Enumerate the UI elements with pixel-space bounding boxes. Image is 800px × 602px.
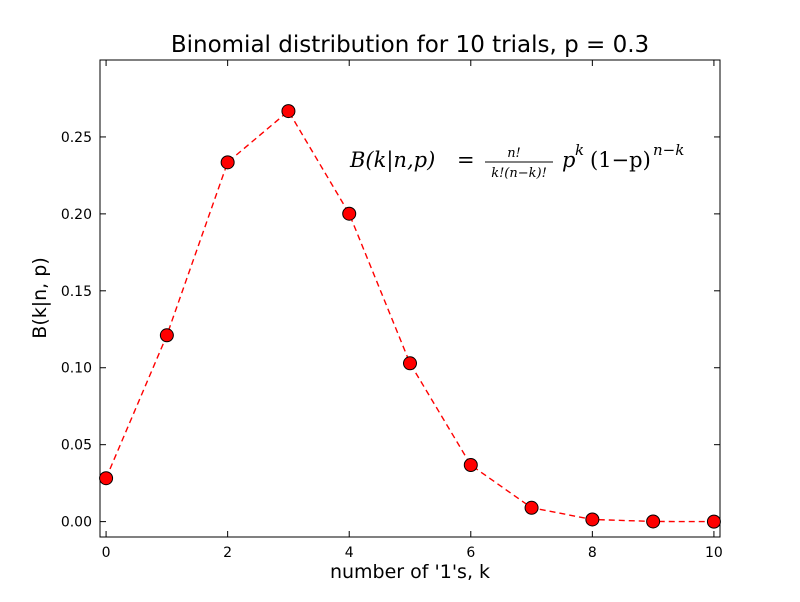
formula-denominator: k!(n−k)! (491, 166, 547, 181)
chart-title: Binomial distribution for 10 trials, p =… (171, 32, 649, 58)
y-tick-label: 0.10 (61, 361, 92, 377)
data-point (342, 206, 357, 221)
formula-numerator: n! (507, 146, 521, 161)
data-point (585, 512, 600, 527)
x-tick-label: 0 (102, 545, 111, 561)
formula-one-minus-p: (1−p) (590, 148, 651, 172)
x-tick-label: 8 (588, 545, 597, 561)
data-point (646, 514, 661, 529)
plot-area: 0 2 4 6 8 10 0.00 0.05 0.10 0.15 0.20 0.25 (61, 59, 723, 561)
y-tick-label: 0.15 (61, 284, 92, 300)
formula-lhs: B(k|n,p) (349, 148, 435, 173)
data-point (281, 104, 296, 119)
x-tick-label: 6 (466, 545, 475, 561)
formula-one-minus-p-exponent: n−k (653, 141, 684, 159)
formula-p-exponent: k (575, 141, 584, 159)
y-axis-label: B(k|n, p) (29, 257, 51, 338)
x-tick-label: 4 (345, 545, 354, 561)
data-point (463, 457, 478, 472)
y-tick-label: 0.00 (61, 515, 92, 531)
data-point (159, 328, 174, 343)
x-axis-label: number of '1's, k (330, 561, 490, 583)
x-tick-label: 10 (705, 545, 723, 561)
data-point (220, 155, 235, 170)
y-tick-label: 0.05 (61, 438, 92, 454)
series-line (105, 110, 714, 523)
formula-annotation: B(k|n,p) = n! k!(n−k)! p k (1−p) n−k (349, 141, 684, 181)
plot-frame (99, 59, 721, 538)
x-tick-label: 2 (223, 545, 232, 561)
data-point (99, 471, 114, 486)
data-point (706, 514, 721, 529)
formula-p-base: p (562, 148, 575, 172)
data-point (524, 500, 539, 515)
series-layer (99, 104, 721, 529)
axis-ticks (100, 60, 720, 537)
axis-tick-labels: 0 2 4 6 8 10 0.00 0.05 0.10 0.15 0.20 0.25 (61, 130, 723, 561)
y-tick-label: 0.25 (61, 130, 92, 146)
formula-equals: = (457, 148, 475, 172)
data-point (403, 356, 417, 371)
y-tick-label: 0.20 (61, 207, 92, 223)
